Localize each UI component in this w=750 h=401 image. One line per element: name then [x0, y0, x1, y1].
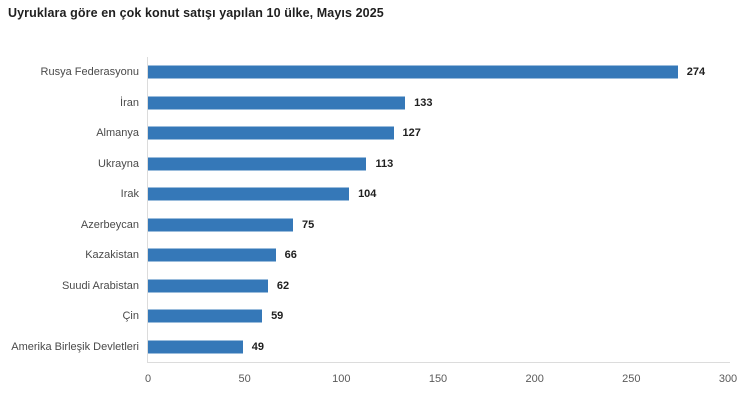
bar-value-label: 66 [284, 249, 297, 262]
bar-row: Çin 59 [0, 301, 750, 332]
bar-value-label: 274 [686, 66, 706, 79]
y-axis-line [147, 57, 148, 362]
category-label: Azerbeycan [80, 218, 139, 231]
x-tick-label: 100 [332, 373, 351, 385]
bar [148, 218, 293, 232]
category-label: Almanya [96, 127, 139, 140]
bar-row: Almanya 127 [0, 118, 750, 149]
bar [148, 340, 243, 354]
bar-row: Kazakistan 66 [0, 240, 750, 271]
bar-value-label: 104 [358, 188, 377, 201]
category-label: Irak [120, 188, 139, 201]
category-label: Ukrayna [98, 157, 139, 170]
bar-value-label: 75 [302, 218, 315, 231]
x-tick-label: 200 [525, 373, 544, 385]
bar [148, 96, 406, 110]
bar-row: Rusya Federasyonu 274 [0, 57, 750, 88]
bar-row: Ukrayna 113 [0, 149, 750, 180]
bar [148, 187, 350, 201]
bar-value-label: 49 [251, 340, 264, 353]
bar-value-label: 127 [402, 127, 421, 140]
x-tick-label: 300 [718, 373, 738, 385]
bar [148, 279, 268, 293]
bar [148, 65, 678, 79]
category-label: İran [120, 96, 139, 109]
category-label: Çin [122, 310, 139, 323]
bar [148, 157, 367, 171]
bar [148, 248, 276, 262]
bar [148, 126, 394, 140]
chart-title: Uyruklara göre en çok konut satışı yapıl… [8, 6, 384, 20]
bar-value-label: 62 [276, 279, 290, 292]
x-axis-line [147, 362, 730, 363]
category-label: Rusya Federasyonu [40, 66, 139, 79]
category-label: Amerika Birleşik Devletleri [11, 340, 139, 353]
category-label: Suudi Arabistan [61, 279, 139, 292]
x-tick-label: 0 [144, 373, 152, 385]
bar-value-label: 133 [414, 96, 433, 109]
x-tick-label: 150 [428, 373, 448, 385]
bar-row: İran 133 [0, 88, 750, 119]
bar-row: Azerbeycan 75 [0, 210, 750, 241]
bar-row: Irak 104 [0, 179, 750, 210]
bar-value-label: 59 [271, 310, 284, 323]
category-label: Kazakistan [85, 249, 139, 262]
x-tick-label: 250 [622, 373, 641, 385]
bar-row: Suudi Arabistan 62 [0, 271, 750, 302]
x-tick-label: 50 [238, 373, 251, 385]
bar-value-label: 113 [375, 157, 394, 170]
bar-row: Amerika Birleşik Devletleri 49 [0, 332, 750, 363]
bar [148, 309, 263, 323]
